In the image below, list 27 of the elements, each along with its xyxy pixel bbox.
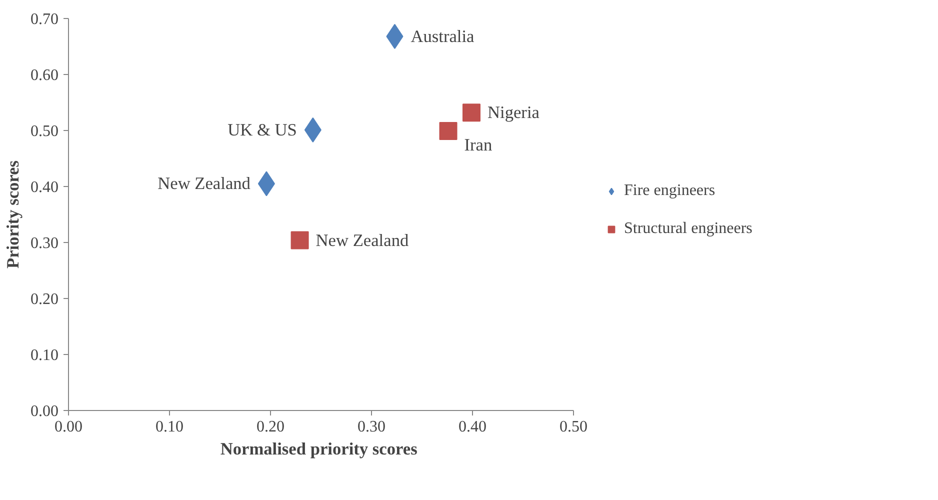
y-axis-title: Priority scores: [4, 160, 22, 268]
legend-label: Fire engineers: [624, 182, 716, 200]
point: [439, 122, 458, 140]
x-tick-label: 0.20: [256, 418, 284, 436]
x-tick-label: 0.40: [458, 418, 486, 436]
y-tick-label: 0.20: [30, 291, 58, 308]
point: [462, 104, 480, 122]
x-tick-label: 0.50: [560, 418, 588, 436]
annotation: Nigeria: [487, 103, 540, 122]
x-tick-label: 0.30: [358, 418, 386, 436]
annotation: New Zealand: [158, 174, 251, 194]
legend-label: Structural engineers: [624, 220, 752, 238]
x-axis-title: Normalised priority scores: [220, 440, 418, 458]
point: [290, 231, 309, 250]
y-tick-label: 0.30: [30, 235, 58, 252]
y-tick-label: 0.50: [30, 123, 58, 140]
y-tick-label: 0.40: [30, 179, 58, 196]
annotation: New Zealand: [316, 230, 409, 250]
y-tick-label: 0.60: [30, 67, 58, 84]
x-tick-label: 0.10: [156, 418, 184, 436]
annotation: Iran: [464, 136, 492, 155]
annotation: UK & US: [228, 120, 297, 140]
annotation: Australia: [410, 26, 475, 46]
x-tick-label: 0.00: [54, 418, 82, 436]
y-tick-label: 0.70: [30, 11, 58, 28]
y-tick-label: 0.10: [30, 347, 58, 364]
y-tick-label: 0.00: [30, 403, 58, 420]
